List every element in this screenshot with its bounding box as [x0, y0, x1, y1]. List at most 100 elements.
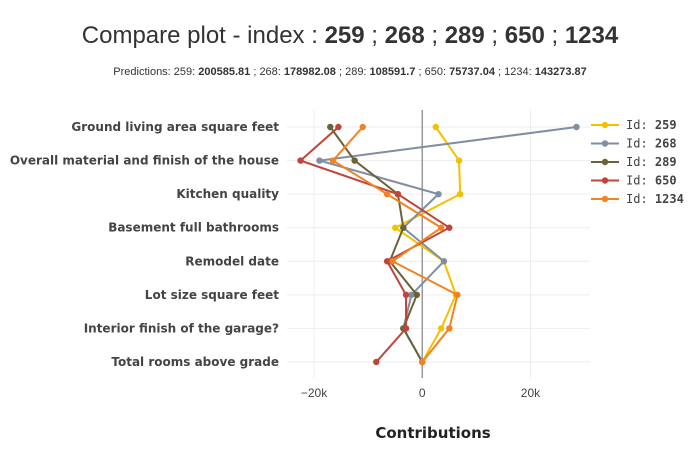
- x-axis-ticks: −20k 0 20k: [301, 386, 541, 400]
- data-point[interactable]: [359, 123, 366, 131]
- legend-item-1234[interactable]: Id: 1234: [591, 192, 684, 206]
- series-289: [327, 123, 426, 366]
- legend-swatch-marker: [601, 195, 609, 203]
- y-tick-label: Lot size square feet: [145, 288, 279, 302]
- subtitle-index-1234: 1234:: [504, 66, 535, 78]
- legend-item-289[interactable]: Id: 289: [591, 155, 677, 169]
- legend-label: Id: 289: [626, 155, 677, 169]
- series-group: [297, 123, 580, 366]
- legend-swatch-marker: [601, 140, 609, 147]
- legend-item-268[interactable]: Id: 268: [591, 137, 677, 151]
- legend-id: 1234: [655, 192, 684, 206]
- data-point[interactable]: [455, 157, 463, 164]
- subtitle-index-259: 259:: [173, 66, 199, 78]
- subtitle-index-650: 650:: [424, 66, 450, 78]
- title-separator: ;: [424, 22, 445, 49]
- y-axis-labels: Ground living area square feet Overall ma…: [10, 120, 279, 369]
- legend-item-259[interactable]: Id: 259: [591, 118, 677, 132]
- data-point[interactable]: [373, 358, 380, 366]
- x-tick-label: 20k: [521, 386, 541, 400]
- data-point[interactable]: [573, 123, 580, 131]
- title-index-259: 259: [324, 22, 365, 49]
- data-point[interactable]: [432, 123, 439, 131]
- title-index-1234: 1234: [564, 22, 619, 49]
- legend-label: Id: 259: [626, 118, 677, 132]
- legend-prefix: Id:: [626, 137, 655, 151]
- data-point[interactable]: [392, 224, 399, 231]
- subtitle-separator: ;: [494, 66, 505, 78]
- data-point[interactable]: [438, 325, 445, 332]
- legend-id: 650: [655, 174, 677, 188]
- title-separator: ;: [544, 22, 565, 49]
- y-tick-label: Basement full bathrooms: [108, 221, 279, 235]
- legend-id: 268: [655, 137, 677, 151]
- y-tick-label: Remodel date: [185, 254, 279, 268]
- data-point[interactable]: [389, 258, 396, 265]
- x-tick-label: −20k: [301, 386, 328, 400]
- y-tick-label: Interior finish of the garage?: [84, 321, 279, 335]
- title-index-268: 268: [384, 22, 425, 49]
- data-point[interactable]: [335, 123, 342, 131]
- legend-prefix: Id:: [626, 174, 655, 188]
- subtitle-separator: ;: [415, 66, 425, 78]
- data-point[interactable]: [402, 325, 410, 332]
- subtitle-index-289: 289:: [345, 66, 370, 78]
- data-point[interactable]: [446, 325, 453, 332]
- series-line-1234: [331, 126, 459, 363]
- legend-swatch-marker: [601, 158, 609, 166]
- subtitle-prefix: Predictions:: [113, 66, 174, 78]
- data-point[interactable]: [454, 291, 461, 299]
- legend-prefix: Id:: [626, 192, 655, 206]
- legend-label: Id: 650: [626, 174, 677, 188]
- subtitle-prediction-268: 178982.08: [283, 66, 336, 78]
- data-point[interactable]: [419, 358, 426, 366]
- subtitle-prediction-289: 108591.7: [369, 66, 416, 78]
- data-point[interactable]: [456, 190, 464, 198]
- subtitle-separator: ;: [250, 66, 260, 78]
- title-separator: ;: [364, 22, 385, 49]
- legend-label: Id: 268: [626, 137, 677, 151]
- legend-prefix: Id:: [626, 118, 655, 132]
- y-tick-label: Overall material and finish of the house: [10, 154, 279, 168]
- data-point[interactable]: [297, 157, 304, 164]
- data-point[interactable]: [413, 291, 421, 299]
- data-point[interactable]: [435, 190, 442, 198]
- x-axis-title: Contributions: [375, 424, 490, 442]
- legend-id: 259: [655, 118, 677, 132]
- y-tick-label: Ground living area square feet: [71, 120, 279, 134]
- legend-swatch-marker: [601, 177, 609, 184]
- data-point[interactable]: [351, 157, 358, 164]
- subtitle-prediction-1234: 143273.87: [534, 66, 587, 78]
- y-tick-label: Kitchen quality: [176, 187, 279, 201]
- data-point[interactable]: [440, 258, 448, 265]
- data-point[interactable]: [316, 157, 323, 164]
- subtitle-index-268: 268:: [259, 66, 284, 78]
- data-point[interactable]: [402, 291, 410, 299]
- title-index-650: 650: [504, 22, 545, 49]
- subtitle-prediction-259: 200585.81: [198, 66, 251, 78]
- legend-id: 289: [655, 155, 677, 169]
- data-point[interactable]: [438, 224, 445, 231]
- data-point[interactable]: [394, 190, 402, 198]
- series-1234: [329, 123, 461, 366]
- title-separator: ;: [484, 22, 505, 49]
- x-tick-label: 0: [419, 386, 426, 400]
- data-point[interactable]: [400, 224, 407, 231]
- data-point[interactable]: [446, 224, 453, 231]
- legend-item-650[interactable]: Id: 650: [591, 174, 677, 188]
- data-point[interactable]: [383, 258, 391, 265]
- data-point[interactable]: [327, 123, 334, 131]
- data-point[interactable]: [329, 157, 337, 164]
- title-prefix: Compare plot - index :: [81, 22, 325, 49]
- grid: [287, 110, 590, 378]
- y-tick-label: Total rooms above grade: [111, 355, 279, 369]
- legend-swatch-marker: [601, 121, 609, 129]
- legend-prefix: Id:: [626, 155, 655, 169]
- data-point[interactable]: [408, 291, 415, 299]
- title-index-289: 289: [444, 22, 485, 49]
- subtitle-separator: ;: [335, 66, 346, 78]
- data-point[interactable]: [383, 190, 391, 198]
- subtitle-prediction-650: 75737.04: [449, 66, 495, 78]
